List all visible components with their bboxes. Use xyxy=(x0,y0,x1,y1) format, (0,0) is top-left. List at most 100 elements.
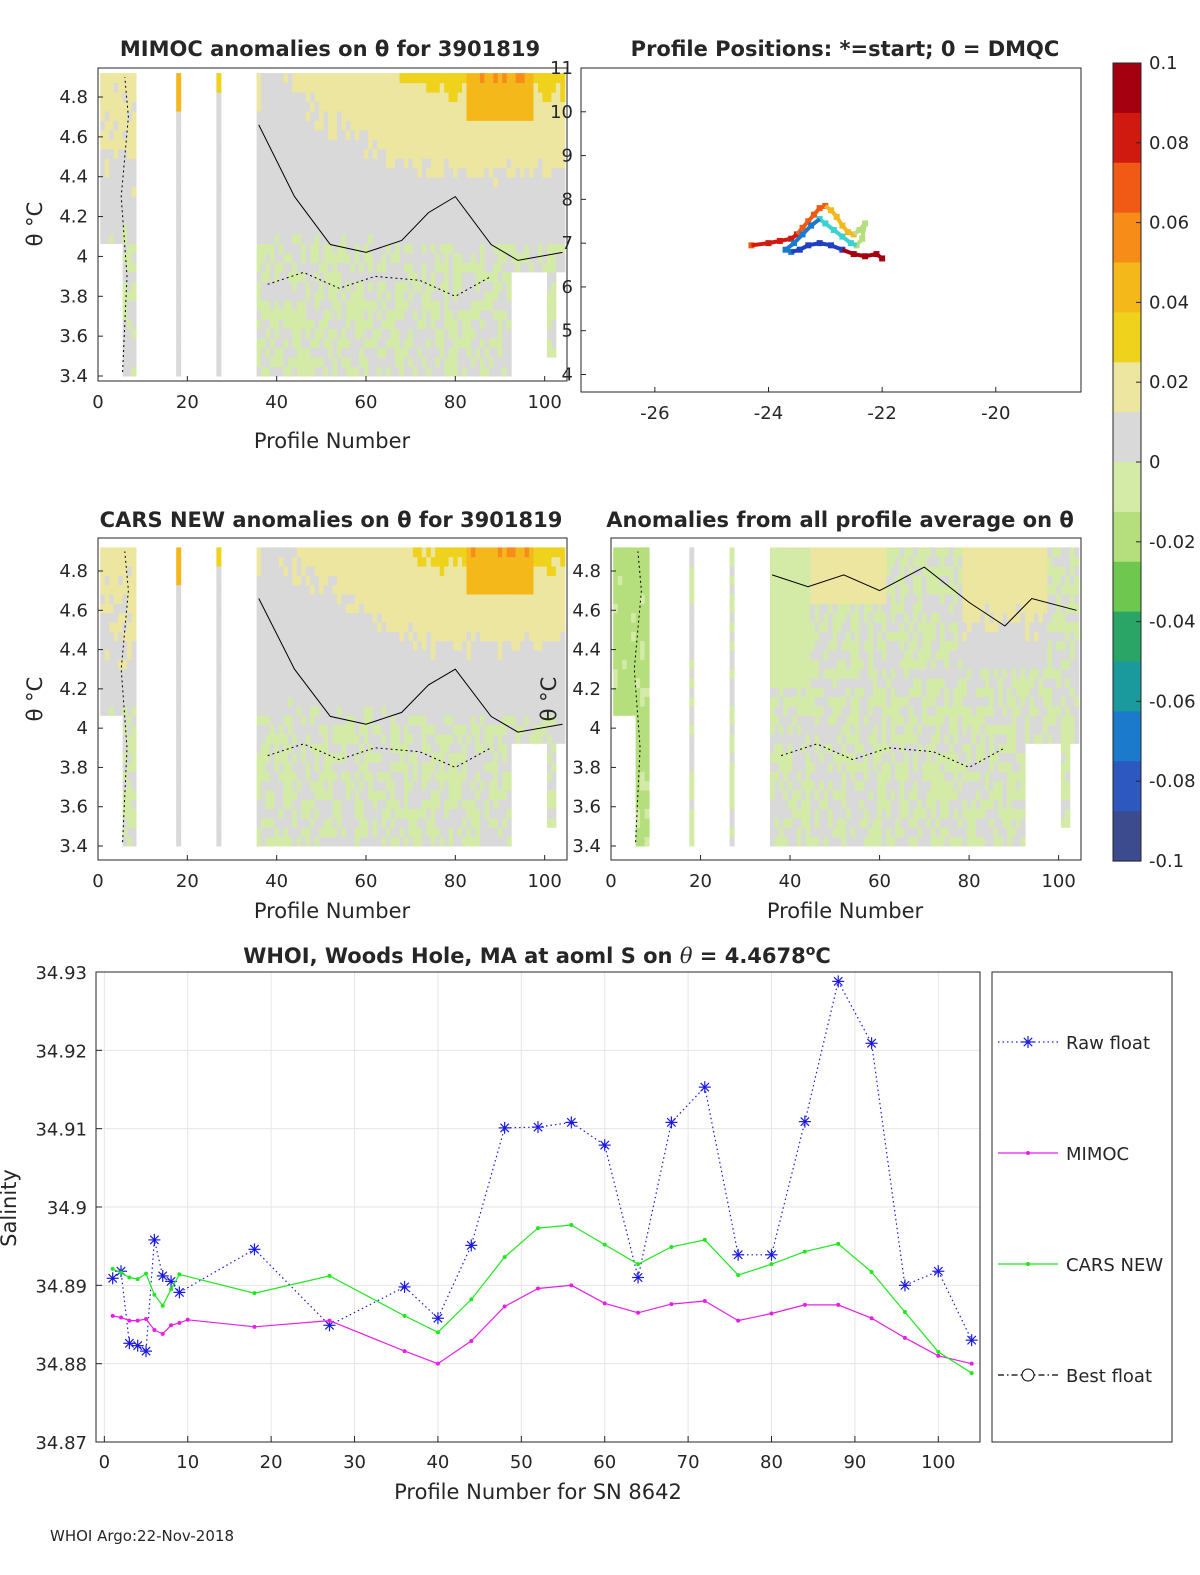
heatmap-cell xyxy=(542,92,548,102)
heatmap-cell xyxy=(265,300,271,311)
heatmap-cell xyxy=(444,148,450,159)
heatmap-cell xyxy=(109,205,115,216)
heatmap-cell xyxy=(551,706,557,716)
heatmap-cell xyxy=(502,234,508,244)
heatmap-cell xyxy=(551,622,557,632)
heatmap-cell xyxy=(542,186,548,197)
heatmap-cell xyxy=(493,808,499,819)
heatmap-cell xyxy=(488,622,494,632)
heatmap-cell xyxy=(453,271,459,282)
heatmap-cell xyxy=(216,631,222,642)
heatmap-cell xyxy=(484,575,490,586)
heatmap-cell xyxy=(363,300,369,311)
heatmap-cell xyxy=(386,706,392,716)
heatmap-cell xyxy=(265,547,271,558)
heatmap-cell xyxy=(412,566,418,576)
heatmap-cell xyxy=(283,668,289,679)
heatmap-cell xyxy=(395,780,400,791)
heatmap-cell xyxy=(546,687,552,698)
heatmap-cell xyxy=(122,300,128,311)
heatmap-cell xyxy=(475,743,481,754)
heatmap-cell xyxy=(283,177,289,188)
heatmap-cell xyxy=(515,622,521,632)
heatmap-cell xyxy=(122,706,128,716)
heatmap-cell xyxy=(426,659,432,670)
heatmap-cell xyxy=(497,215,503,226)
heatmap-cell xyxy=(386,790,392,800)
heatmap-cell xyxy=(493,319,499,330)
heatmap-cell xyxy=(100,547,106,558)
heatmap-cell xyxy=(345,92,351,102)
heatmap-cell xyxy=(417,73,423,84)
heatmap-cell xyxy=(475,347,481,358)
heatmap-cell xyxy=(493,300,499,311)
heatmap-cell xyxy=(377,594,383,604)
heatmap-cell xyxy=(359,790,365,800)
heatmap-cell xyxy=(274,148,280,159)
heatmap-cell xyxy=(453,158,459,169)
heatmap-cell xyxy=(104,622,110,632)
heatmap-cell xyxy=(417,101,423,112)
heatmap-cell xyxy=(368,243,374,254)
heatmap-cell xyxy=(310,752,316,763)
heatmap-cell xyxy=(626,687,632,698)
heatmap-cell xyxy=(354,158,360,169)
heatmap-cell xyxy=(314,734,320,744)
heatmap-cell xyxy=(332,73,338,84)
heatmap-cell xyxy=(484,556,490,567)
heatmap-cell xyxy=(395,205,400,216)
heatmap-cell xyxy=(426,252,432,263)
heatmap-cell xyxy=(310,762,316,772)
heatmap-cell xyxy=(466,594,472,604)
heatmap-cell xyxy=(457,547,463,558)
heatmap-cell xyxy=(381,139,387,150)
heatmap-cell xyxy=(506,650,512,660)
heatmap-cell xyxy=(296,631,302,642)
heatmap-cell xyxy=(462,148,467,159)
heatmap-cell xyxy=(350,177,356,188)
heatmap-cell xyxy=(216,82,222,93)
heatmap-cell xyxy=(345,556,351,567)
heatmap-cell xyxy=(511,110,517,121)
heatmap-cell xyxy=(529,243,534,254)
heatmap-cell xyxy=(399,631,405,642)
heatmap-cell xyxy=(319,347,325,358)
heatmap-cell xyxy=(256,752,262,763)
heatmap-cell xyxy=(471,347,476,358)
heatmap-cell xyxy=(529,215,534,226)
heatmap-cell xyxy=(617,640,623,651)
heatmap-cell xyxy=(484,640,490,651)
heatmap-cell xyxy=(216,347,222,358)
heatmap-cell xyxy=(551,818,557,828)
heatmap-cell xyxy=(542,224,548,235)
heatmap-cell xyxy=(100,612,106,623)
heatmap-cell xyxy=(278,659,284,670)
heatmap-cell xyxy=(363,82,369,93)
heatmap-cell xyxy=(444,668,450,679)
heatmap-cell xyxy=(466,73,472,84)
heatmap-cell xyxy=(377,556,383,567)
heatmap-cell xyxy=(462,177,467,188)
heatmap-cell xyxy=(462,262,467,273)
heatmap-cell xyxy=(529,594,534,604)
heatmap-cell xyxy=(368,120,374,131)
heatmap-cell xyxy=(345,706,351,716)
heatmap-cell xyxy=(471,224,476,235)
heatmap-cell xyxy=(417,148,423,159)
heatmap-cell xyxy=(283,594,289,604)
heatmap-cell xyxy=(457,129,463,140)
heatmap-cell xyxy=(314,790,320,800)
heatmap-cell xyxy=(457,827,463,838)
heatmap-cell xyxy=(435,328,441,339)
heatmap-cell xyxy=(488,650,494,660)
heatmap-cell xyxy=(341,762,347,772)
heatmap-cell xyxy=(359,366,365,377)
heatmap-cell xyxy=(341,622,347,632)
heatmap-cell xyxy=(542,631,548,642)
heatmap-cell xyxy=(256,780,262,791)
heatmap-cell xyxy=(479,603,485,614)
heatmap-cell xyxy=(529,234,534,244)
heatmap-cell xyxy=(390,281,396,292)
heatmap-cell xyxy=(122,196,128,207)
heatmap-cell xyxy=(310,205,316,216)
